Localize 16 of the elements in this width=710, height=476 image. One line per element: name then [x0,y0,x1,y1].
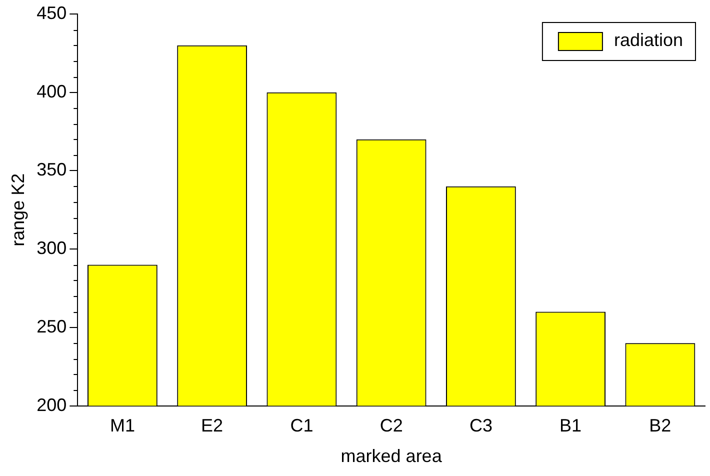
legend-label: radiation [614,30,683,50]
x-tick-label: C3 [469,416,492,436]
y-tick-label: 400 [36,81,67,102]
y-tick-label: 300 [36,238,67,258]
x-tick-label: M1 [110,416,135,436]
x-axis-title: marked area [340,446,443,466]
x-tick-label: B1 [560,416,582,436]
x-tick-label: C1 [290,416,314,436]
y-axis-title: range K2 [8,173,28,246]
y-tick-label: 250 [36,316,67,336]
x-tick-label: C2 [380,416,403,436]
x-tick-label: B2 [649,416,672,436]
y-tick-label: 450 [36,2,67,23]
y-tick-label: 350 [36,160,67,180]
y-tick-label: 200 [36,394,67,415]
x-tick-label: E2 [201,416,224,436]
